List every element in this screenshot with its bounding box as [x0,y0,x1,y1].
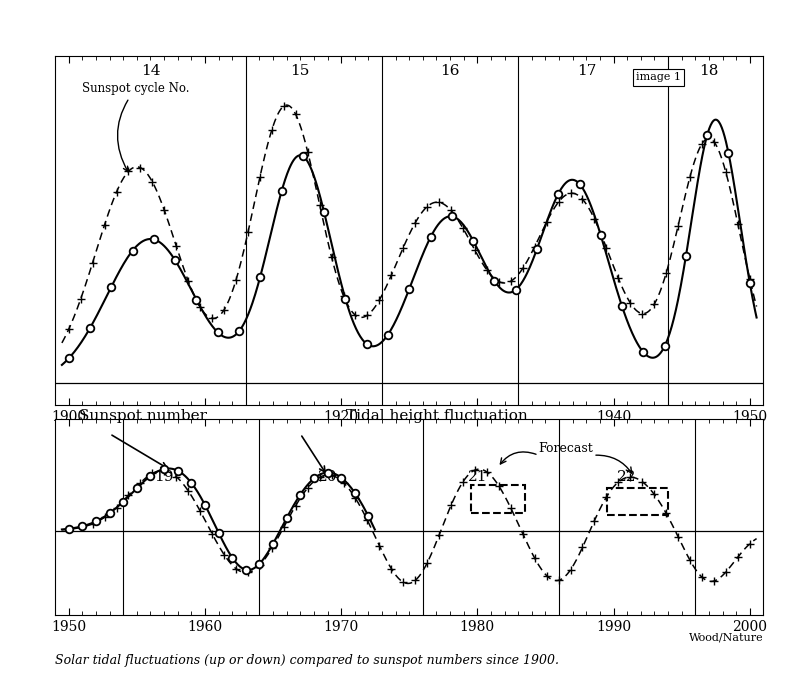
Text: image 1: image 1 [636,73,681,82]
Text: 17: 17 [577,64,596,78]
Text: 14: 14 [141,64,161,78]
Text: Forecast: Forecast [538,442,593,455]
Bar [607,487,668,514]
Text: Solar tidal fluctuations (up or down) compared to sunspot numbers since 1900.: Solar tidal fluctuations (up or down) co… [55,654,559,667]
Text: 20: 20 [318,470,338,484]
Text: 22: 22 [618,470,637,484]
Text: 19: 19 [154,470,174,484]
Text: Wood/Nature: Wood/Nature [689,633,763,642]
Text: 21: 21 [467,470,487,484]
Text: Tidal height fluctuation: Tidal height fluctuation [346,409,528,423]
Text: 16: 16 [441,64,460,78]
Text: Sunspot cycle No.: Sunspot cycle No. [83,82,190,171]
Text: Sunspot number: Sunspot number [79,409,207,423]
Bar [471,485,525,512]
Text: 15: 15 [290,64,310,78]
Text: 18: 18 [699,64,719,78]
